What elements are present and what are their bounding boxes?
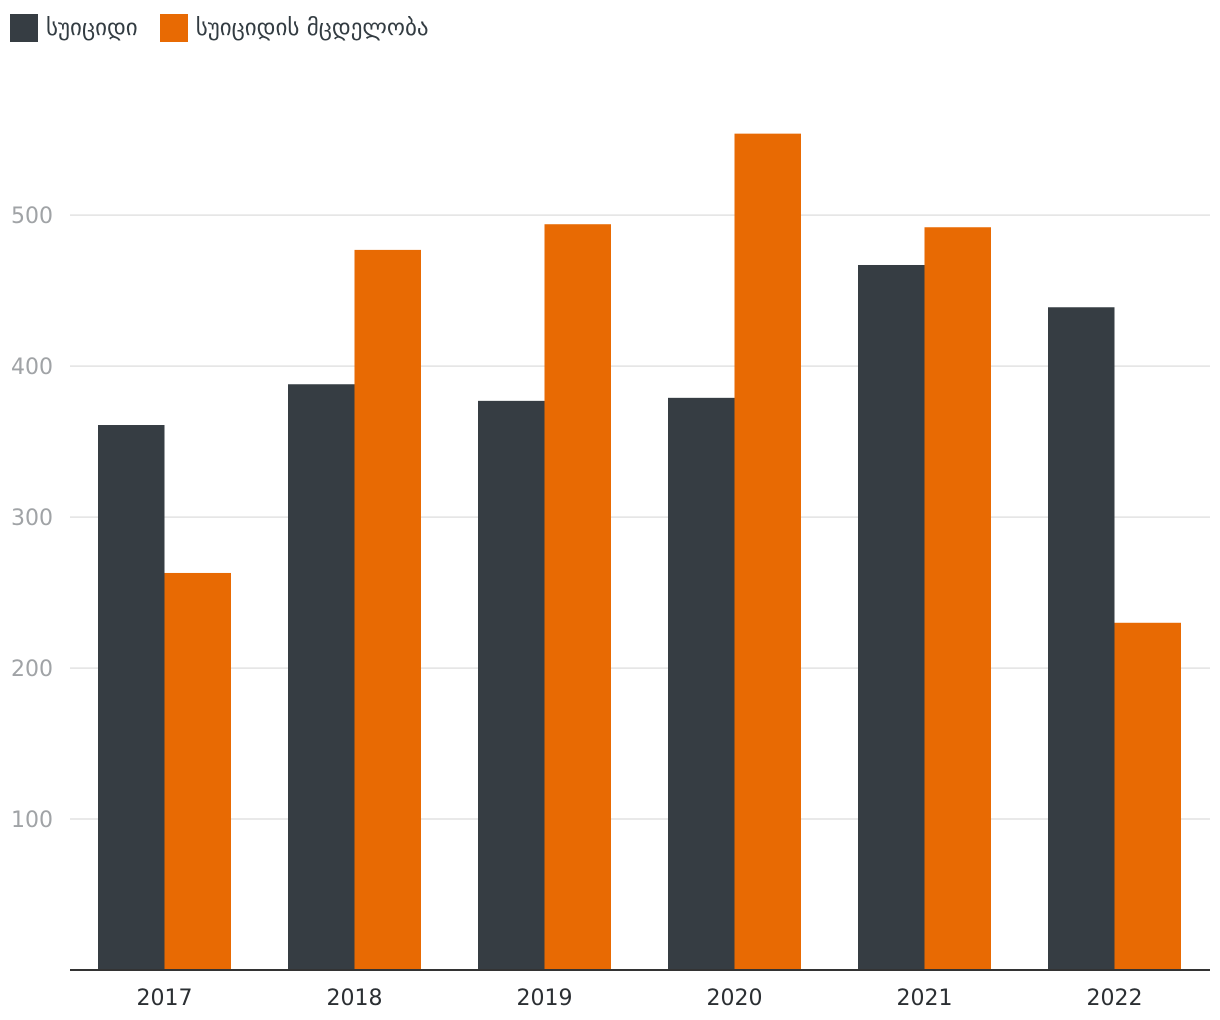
bar-suicide-attempt-2022 [1114, 622, 1181, 970]
legend-label-suicide-attempt: სუიციდის მცდელობა [195, 15, 429, 41]
bar-suicide-2020 [668, 397, 735, 970]
y-tick-label-300: 300 [11, 506, 53, 531]
bar-suicide-attempt-2018 [354, 249, 421, 971]
y-tick-label-100: 100 [11, 808, 53, 833]
bar-suicide-2017 [98, 425, 165, 970]
legend-item-suicide-attempt[interactable]: სუიციდის მცდელობა [159, 14, 429, 42]
legend-swatch-suicide-attempt [159, 14, 188, 42]
bar-suicide-2018 [288, 384, 355, 970]
bar-suicide-2019 [478, 400, 545, 970]
x-tick-label-2022: 2022 [1087, 986, 1143, 1011]
y-tick-label-400: 400 [11, 355, 53, 380]
bar-suicide-attempt-2020 [734, 133, 801, 971]
x-tick-label-2020: 2020 [707, 986, 763, 1011]
legend-label-suicide: სუიციდი [46, 15, 138, 41]
bar-suicide-attempt-2019 [544, 224, 611, 970]
x-tick-label-2019: 2019 [517, 986, 573, 1011]
legend-swatch-suicide [10, 14, 38, 42]
bar-suicide-2022 [1048, 307, 1115, 971]
x-tick-label-2017: 2017 [137, 986, 193, 1011]
y-tick-label-500: 500 [11, 204, 53, 229]
x-tick-label-2018: 2018 [327, 986, 383, 1011]
bar-suicide-attempt-2017 [164, 572, 231, 970]
x-tick-label-2021: 2021 [897, 986, 953, 1011]
legend-item-suicide[interactable]: სუიციდი [10, 14, 138, 42]
bar-suicide-attempt-2021 [924, 227, 991, 971]
legend: სუიციდი სუიციდის მცდელობა [10, 14, 429, 42]
y-tick-label-200: 200 [11, 657, 53, 682]
bar-suicide-2021 [858, 264, 925, 970]
